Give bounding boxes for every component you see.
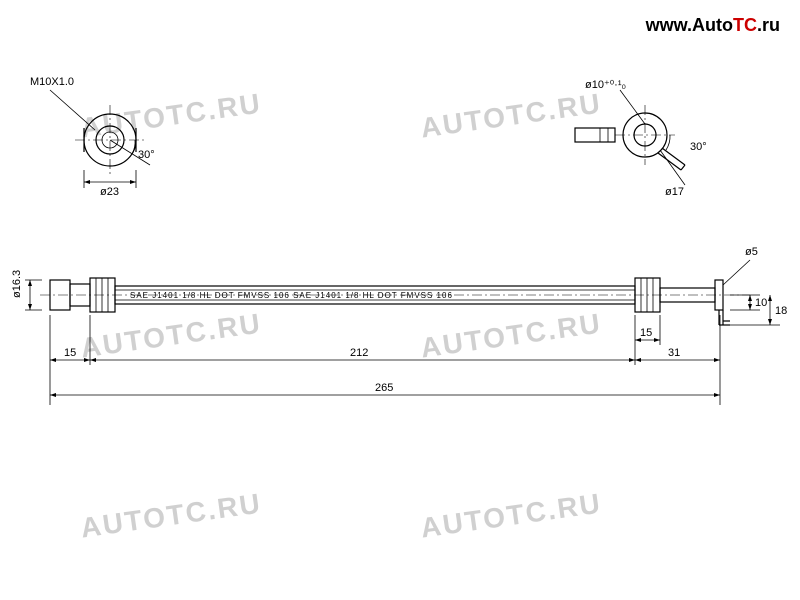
- right-stub-len: 31: [668, 347, 680, 359]
- total-len: 265: [375, 382, 393, 394]
- right-fitting-len: 15: [640, 327, 652, 339]
- left-angle-label: 30°: [138, 149, 155, 161]
- thread-label: M10X1.0: [30, 76, 74, 88]
- hose-side-view: SAE J1401 1/8 HL DOT FMVSS 106 SAE J1401…: [11, 246, 787, 405]
- right-fitting-view: ø10⁺⁰·¹₀ ø17 30°: [575, 79, 707, 198]
- hose-len: 212: [350, 347, 368, 359]
- left-dia-label: ø23: [100, 186, 119, 198]
- left-fitting-view: M10X1.0 ø23 30°: [30, 76, 155, 198]
- hose-marking: SAE J1401 1/8 HL DOT FMVSS 106 SAE J1401…: [130, 291, 453, 300]
- end-dia-label: ø16.3: [11, 270, 23, 298]
- right-angle-label: 30°: [690, 141, 707, 153]
- banjo-offset-label: 10: [755, 297, 767, 309]
- outer-dia-label: ø17: [665, 186, 684, 198]
- bore-label: ø10⁺⁰·¹₀: [585, 79, 626, 91]
- banjo-height-label: 18: [775, 305, 787, 317]
- banjo-hole-label: ø5: [745, 246, 758, 258]
- technical-drawing: M10X1.0 ø23 30° ø10⁺⁰·¹₀ ø17 3: [0, 0, 800, 600]
- left-fitting-len: 15: [64, 347, 76, 359]
